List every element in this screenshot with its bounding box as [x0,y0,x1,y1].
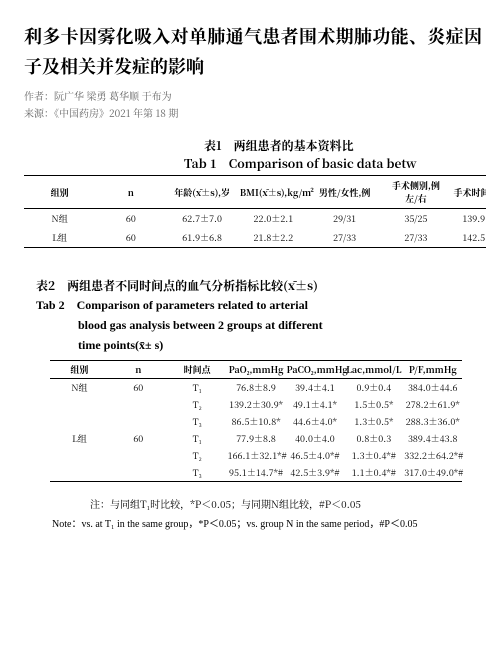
table-cell: 60 [109,378,168,396]
table-cell: T₁ [168,430,227,447]
table-cell: T₃ [168,413,227,430]
tab2-header-row: 组别n时间点PaO₂,mmHgPaCO₂,mmHgLac,mmol/LP/F,m… [50,360,462,378]
table-cell: 0.9±0.4 [344,378,403,396]
tab2-caption-en-3: time points(x̄± s) [78,336,482,356]
table-row: T₃86.5±10.8*44.6±4.0*1.3±0.5*288.3±36.0* [50,413,462,430]
table-cell: 139.2±30.9* [227,396,286,413]
table-header-cell: 男性/女性,例 [309,176,380,209]
table-header-cell: BMI(x̄±s),kg/m² [238,176,309,209]
table-cell: 60 [109,430,168,447]
table-header-cell: 手术侧别,例左/右 [380,176,451,209]
table-cell: 278.2±61.9* [403,396,462,413]
table-cell: 49.1±4.1* [286,396,345,413]
table-cell: 0.8±0.3 [344,430,403,447]
table-cell: 27/33 [309,228,380,248]
table-cell: 27/33 [380,228,451,248]
table2-note-cn: 注：与同组T₁时比较，*P＜0.05；与同期N组比较，#P＜0.05 [70,496,482,511]
table-cell: 86.5±10.8* [227,413,286,430]
table-cell: 166.1±32.1*# [227,447,286,464]
meta-author: 作者：阮广华 梁勇 葛华顺 于布为 [24,88,172,103]
table-cell: 95.1±14.7*# [227,464,286,482]
table-header-cell: 时间点 [168,360,227,378]
table-cell: 39.4±4.1 [286,378,345,396]
table-row: T₂166.1±32.1*#46.5±4.0*#1.3±0.4*#332.2±6… [50,447,462,464]
table-cell [50,396,109,413]
article-title: 利多卡因雾化吸入对单肺通气患者围术期肺功能、炎症因子及相关并发症的影响 [24,22,482,81]
table-cell: 40.0±4.0 [286,430,345,447]
table-cell: 1.5±0.5* [344,396,403,413]
table-cell [50,413,109,430]
table-cell [109,413,168,430]
table-cell: T₂ [168,396,227,413]
table-cell: 60 [95,209,166,229]
tab2-caption-en-1: Tab 2 Comparison of parameters related t… [36,296,482,316]
table-cell: T₃ [168,464,227,482]
tab1-header-row: 组别n年龄(x̄±s),岁BMI(x̄±s),kg/m²男性/女性,例手术侧别,… [24,176,486,209]
table-cell: 29/31 [309,209,380,229]
table-cell: 288.3±36.0* [403,413,462,430]
table-cell: 42.5±3.9*# [286,464,345,482]
table-cell: 384.0±44.6 [403,378,462,396]
table-cell: 76.8±8.9 [227,378,286,396]
table-cell: 1.1±0.4*# [344,464,403,482]
table-cell: 21.8±2.2 [238,228,309,248]
table-header-cell: Lac,mmol/L [344,360,403,378]
table-cell: T₂ [168,447,227,464]
table-1: 组别n年龄(x̄±s),岁BMI(x̄±s),kg/m²男性/女性,例手术侧别,… [24,175,486,248]
table-header-cell: 组别 [50,360,109,378]
table-cell: 61.9±6.8 [167,228,238,248]
article-meta: 作者：阮广华 梁勇 葛华顺 于布为 来源：《中国药房》2021 年第 18 期 [24,87,482,121]
tab2-caption-cn: 表2 两组患者不同时间点的血气分析指标比较(x̄±s) [36,276,482,296]
table-header-cell: 手术时间(x̄±s),min [452,176,487,209]
table-header-cell: P/F,mmHg [403,360,462,378]
table-cell: L组 [50,430,109,447]
table-row: L组60T₁77.9±8.840.0±4.00.8±0.3389.4±43.8 [50,430,462,447]
table-cell: 22.0±2.1 [238,209,309,229]
table-cell: 1.3±0.5* [344,413,403,430]
table2-note-en: Note：vs. at T₁ in the same group，*P＜0.05… [32,515,482,534]
table-cell: 332.2±64.2*# [403,447,462,464]
table-header-cell: 年龄(x̄±s),岁 [167,176,238,209]
table-row: N组60T₁76.8±8.939.4±4.10.9±0.4384.0±44.6 [50,378,462,396]
table-cell: 44.6±4.0* [286,413,345,430]
table-cell: 389.4±43.8 [403,430,462,447]
table-row: T₂139.2±30.9*49.1±4.1*1.5±0.5*278.2±61.9… [50,396,462,413]
tab2-caption-en-2: blood gas analysis between 2 groups at d… [78,316,482,336]
table-cell: 139.9±18.8 [452,209,487,229]
table-cell: 35/25 [380,209,451,229]
table-2: 组别n时间点PaO₂,mmHgPaCO₂,mmHgLac,mmol/LP/F,m… [50,360,462,482]
table-cell: L组 [24,228,95,248]
table-cell [50,464,109,482]
meta-source: 来源：《中国药房》2021 年第 18 期 [24,105,178,120]
table-row: L组6061.9±6.821.8±2.227/3327/33142.5±20.1… [24,228,486,248]
table-cell: N组 [24,209,95,229]
tab1-caption-en: Tab 1 Comparison of basic data betw [24,155,482,173]
table-cell: 46.5±4.0*# [286,447,345,464]
table-cell: 142.5±20.1 [452,228,487,248]
table-header-cell: 组别 [24,176,95,209]
table-cell: 62.7±7.0 [167,209,238,229]
table-cell: 1.3±0.4*# [344,447,403,464]
table-header-cell: PaCO₂,mmHg [286,360,345,378]
tab1-caption-cn: 表1 两组患者的基本资料比 [24,137,482,155]
table-header-cell: n [95,176,166,209]
table-header-cell: n [109,360,168,378]
table-row: T₃95.1±14.7*#42.5±3.9*#1.1±0.4*#317.0±49… [50,464,462,482]
table-cell: N组 [50,378,109,396]
table-cell: 77.9±8.8 [227,430,286,447]
table-row: N组6062.7±7.022.0±2.129/3135/25139.9±18.8… [24,209,486,229]
table-header-cell: PaO₂,mmHg [227,360,286,378]
table-cell [109,447,168,464]
table-cell: T₁ [168,378,227,396]
table-cell [109,396,168,413]
table-cell: 60 [95,228,166,248]
table-cell [109,464,168,482]
table-cell [50,447,109,464]
table-cell: 317.0±49.0*# [403,464,462,482]
